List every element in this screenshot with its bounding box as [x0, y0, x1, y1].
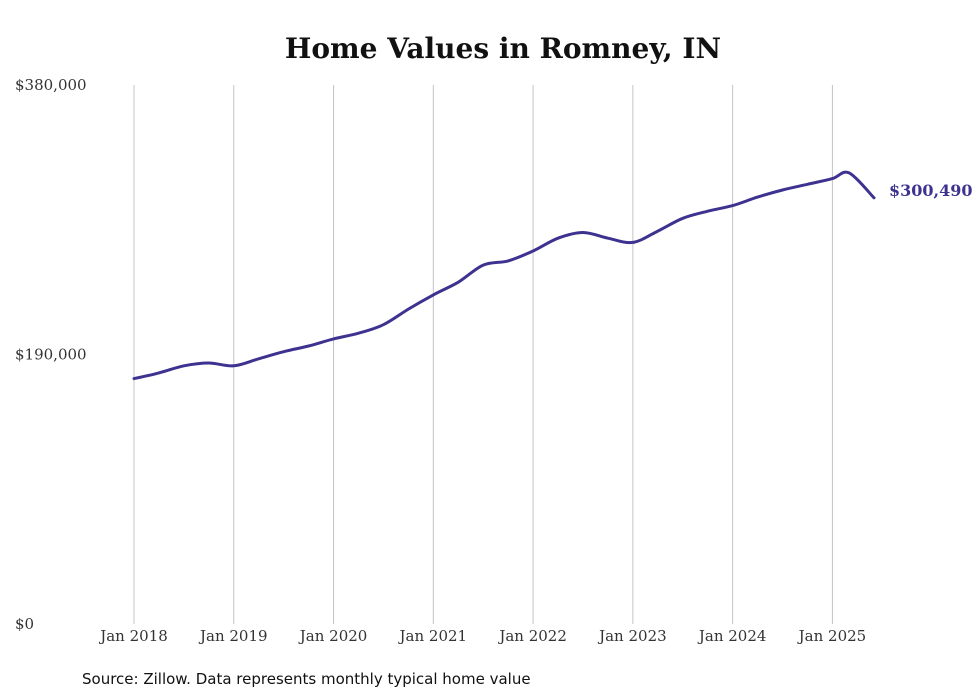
x-tick-label: Jan 2022	[497, 627, 567, 645]
chart-title: Home Values in Romney, IN	[285, 32, 721, 65]
x-tick-label: Jan 2023	[597, 627, 667, 645]
x-tick-label: Jan 2020	[298, 627, 368, 645]
x-axis-ticks: Jan 2018 Jan 2019 Jan 2020 Jan 2021 Jan 2022…	[98, 627, 866, 645]
end-value-label: $300,490	[889, 181, 973, 200]
x-tick-label: Jan 2025	[797, 627, 867, 645]
x-tick-label: Jan 2018	[98, 627, 168, 645]
x-tick-label: Jan 2021	[398, 627, 468, 645]
y-tick-label: $190,000	[15, 346, 87, 364]
series-line	[132, 170, 876, 381]
y-tick-label: $380,000	[15, 76, 87, 94]
source-note: Source: Zillow. Data represents monthly …	[82, 670, 531, 688]
x-tick-label: Jan 2024	[697, 627, 767, 645]
x-tick-label: Jan 2019	[198, 627, 268, 645]
y-axis-ticks: $0 $190,000 $380,000	[15, 76, 87, 633]
y-tick-label: $0	[15, 615, 34, 633]
series-group	[132, 170, 876, 381]
vertical-gridlines	[133, 85, 833, 624]
